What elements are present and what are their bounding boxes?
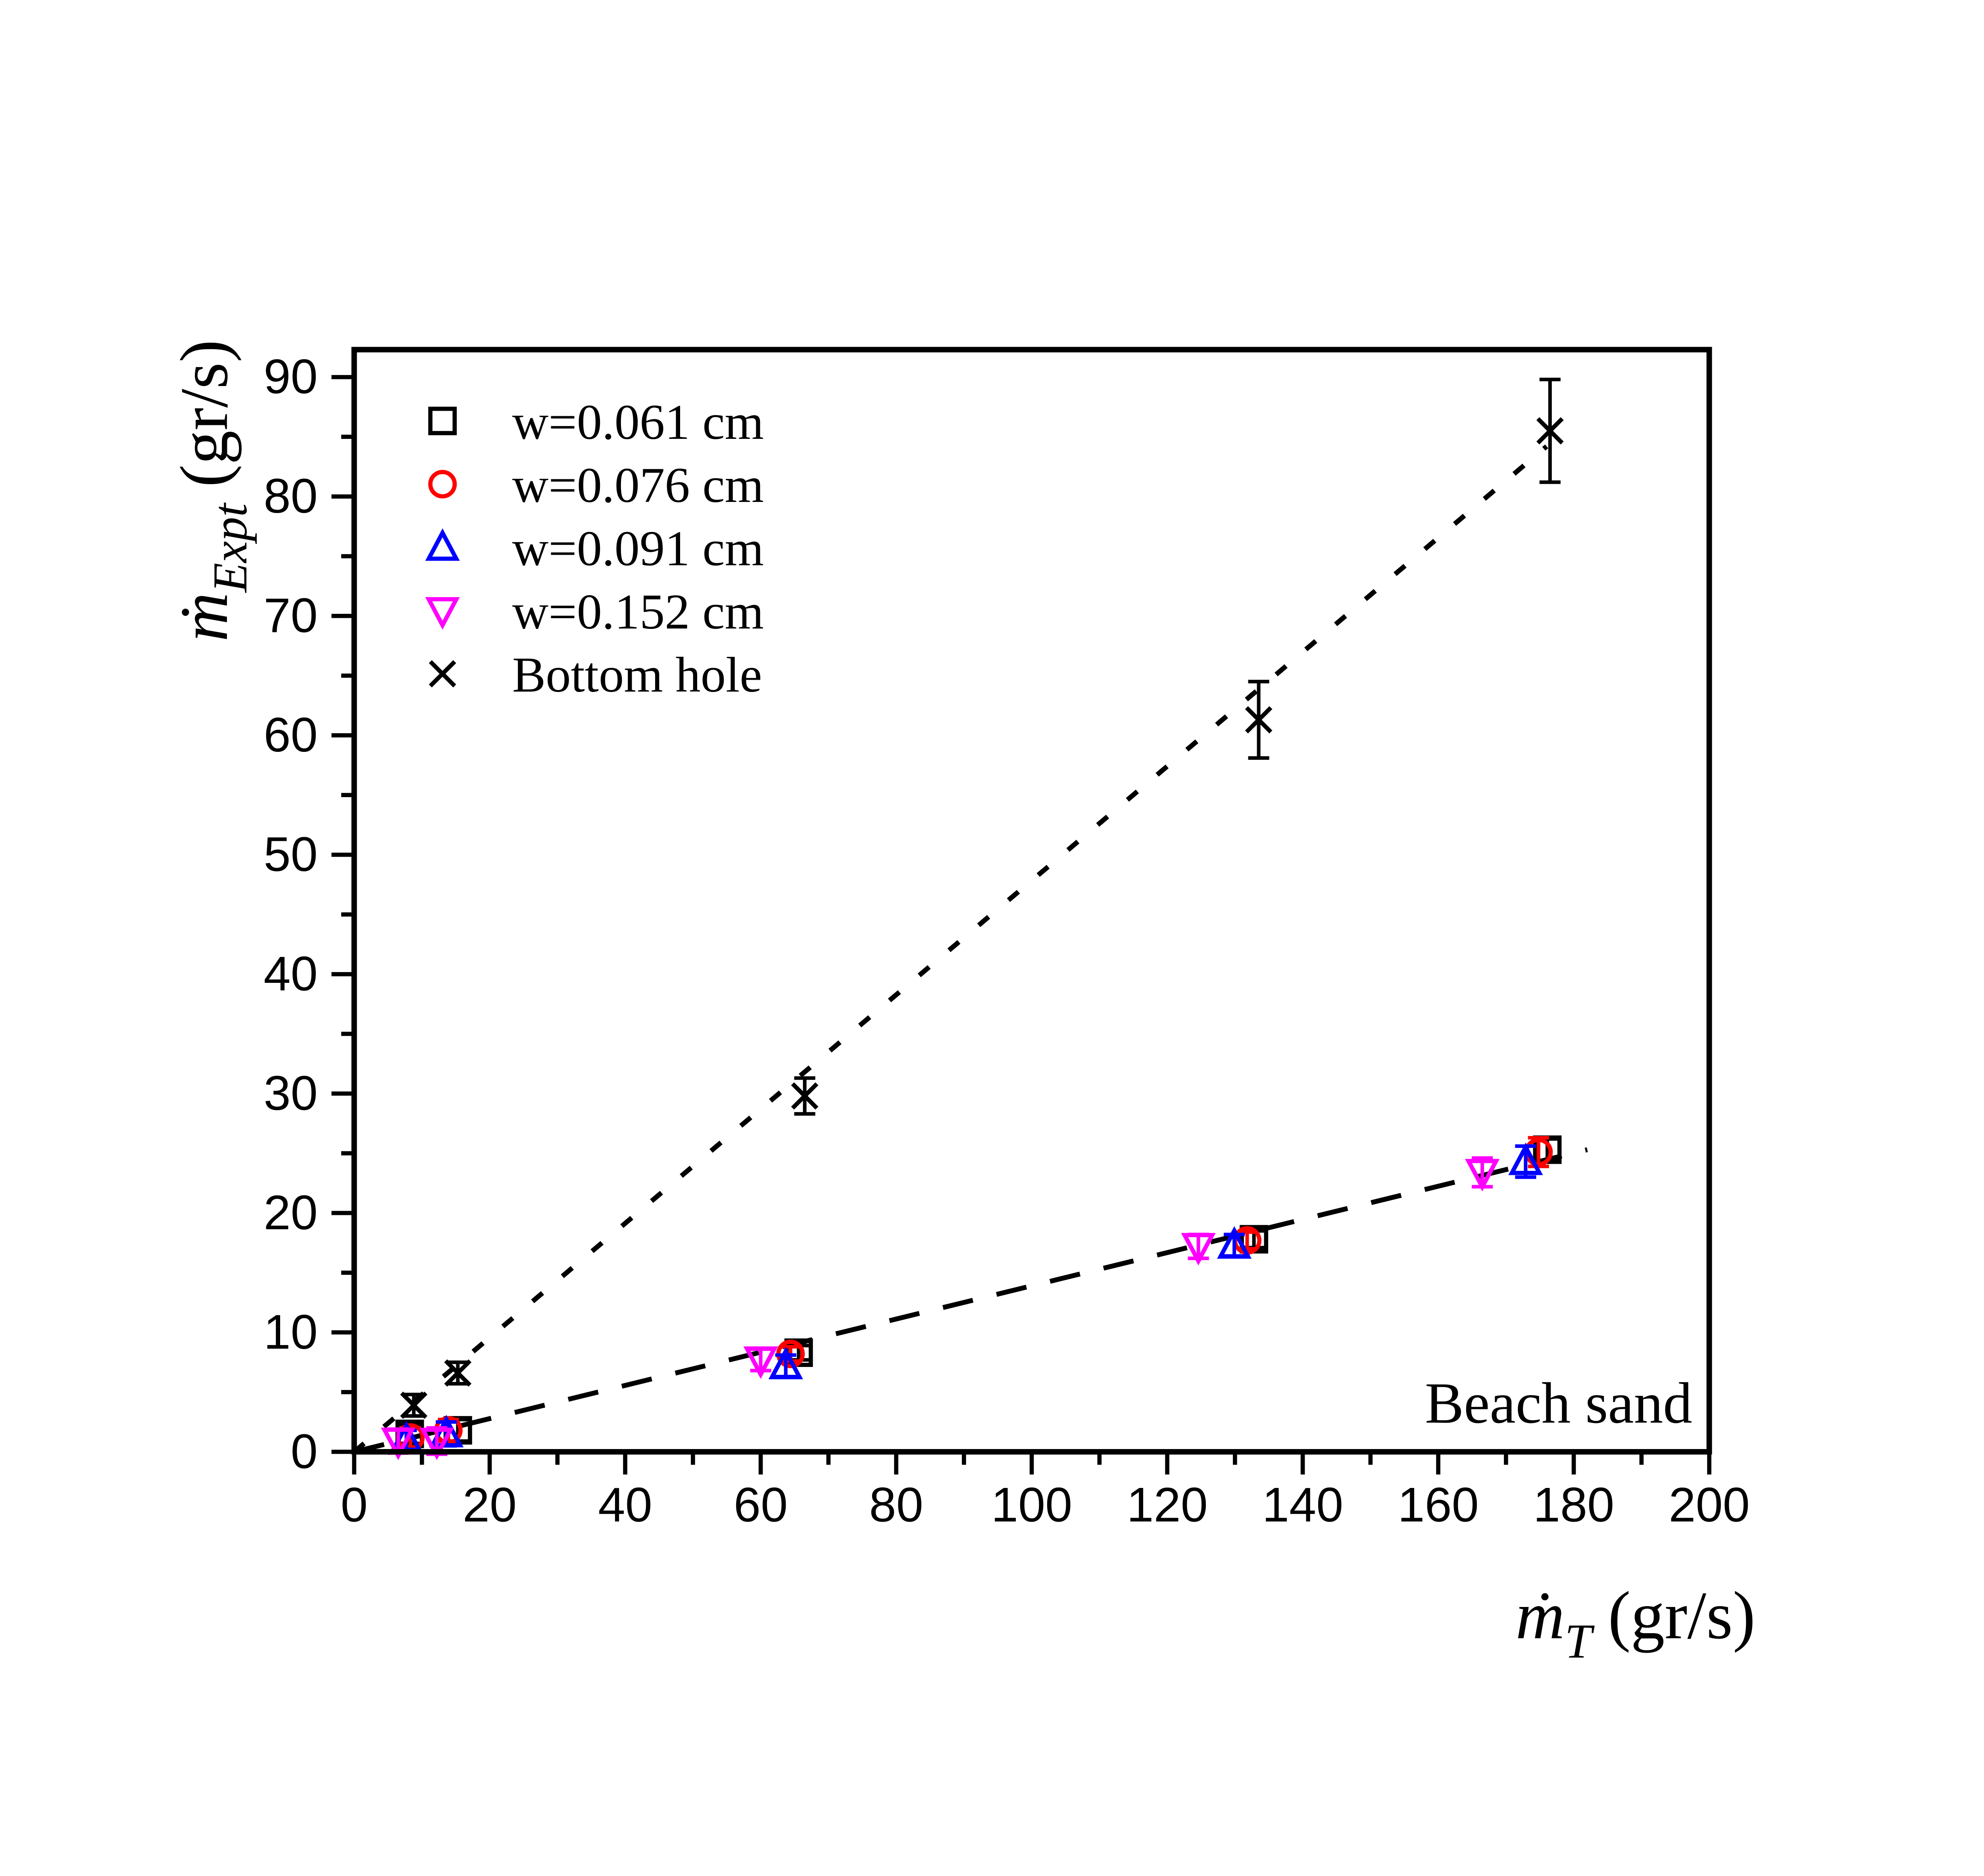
marker-triangle-up <box>768 1347 803 1380</box>
fit-line-dotted <box>352 444 1548 1454</box>
series-x <box>400 377 1564 1419</box>
x-axis-title-subscript: T <box>1565 1615 1595 1668</box>
y-axis-title-unit: (gr/s) <box>167 340 242 487</box>
y-tick-label: 10 <box>263 1305 317 1359</box>
marker-x <box>1245 706 1273 734</box>
legend-marker-x <box>429 660 456 688</box>
x-tick-label: 160 <box>1398 1478 1478 1532</box>
marker-x <box>791 1082 819 1110</box>
marker-x <box>444 1359 472 1387</box>
x-tick-label: 0 <box>340 1478 367 1532</box>
x-tick-label: 60 <box>734 1478 788 1532</box>
marker-x <box>400 1392 428 1419</box>
y-tick-label: 0 <box>290 1424 317 1478</box>
legend-item-label: w=0.091 cm <box>512 521 764 576</box>
legend-item-label: w=0.152 cm <box>512 584 764 640</box>
marker-triangle-up <box>1508 1142 1543 1175</box>
y-tick-label: 50 <box>263 827 317 881</box>
legend-marker-triangle-up <box>425 528 460 561</box>
x-tick-label: 20 <box>463 1478 517 1532</box>
legend-marker-square <box>428 406 457 435</box>
y-axis-title-symbol: ṁ <box>167 592 242 642</box>
x-tick-label: 180 <box>1533 1478 1614 1532</box>
x-tick-label: 140 <box>1262 1478 1343 1532</box>
marker-triangle-down <box>743 1346 778 1379</box>
y-tick-label: 20 <box>263 1185 317 1240</box>
marker-x <box>1536 417 1564 445</box>
marker-triangle-down <box>381 1427 416 1460</box>
y-tick-label: 40 <box>263 946 317 1001</box>
legend-marker-circle <box>428 470 457 499</box>
x-axis-title-symbol: ṁ <box>1515 1578 1565 1653</box>
marker-triangle-down <box>419 1427 454 1460</box>
x-axis-title: ṁT (gr/s) <box>1515 1578 1755 1668</box>
legend-item-label: Bottom hole <box>512 647 762 703</box>
annotation-beach-sand: Beach sand <box>1425 1370 1692 1435</box>
y-tick-label: 60 <box>263 707 317 762</box>
y-tick-label: 80 <box>263 469 317 523</box>
marker-triangle-down <box>1465 1159 1500 1192</box>
legend-item-label: w=0.061 cm <box>512 394 764 450</box>
x-tick-label: 200 <box>1669 1478 1749 1532</box>
marker-triangle-down <box>1181 1233 1216 1266</box>
x-tick-label: 100 <box>991 1478 1072 1532</box>
y-axis-title-subscript: Expt <box>203 502 257 593</box>
y-tick-label: 90 <box>263 349 317 404</box>
y-axis-title: ṁExpt (gr/s) <box>167 340 257 642</box>
y-tick-label: 70 <box>263 588 317 642</box>
x-axis-title-unit: (gr/s) <box>1608 1578 1755 1653</box>
legend-marker-triangle-down <box>425 597 460 630</box>
x-tick-label: 40 <box>598 1478 652 1532</box>
marker-triangle-up <box>429 1415 464 1447</box>
x-tick-label: 120 <box>1127 1478 1207 1532</box>
x-tick-label: 80 <box>869 1478 923 1532</box>
legend: w=0.061 cm w=0.076 cm w=0.091 cm w=0.152 cm… <box>425 394 764 703</box>
legend-item-label: w=0.076 cm <box>512 457 764 513</box>
y-tick-label: 30 <box>263 1066 317 1120</box>
fit-line-dashed <box>354 1147 1588 1454</box>
marker-triangle-up <box>1217 1226 1252 1259</box>
